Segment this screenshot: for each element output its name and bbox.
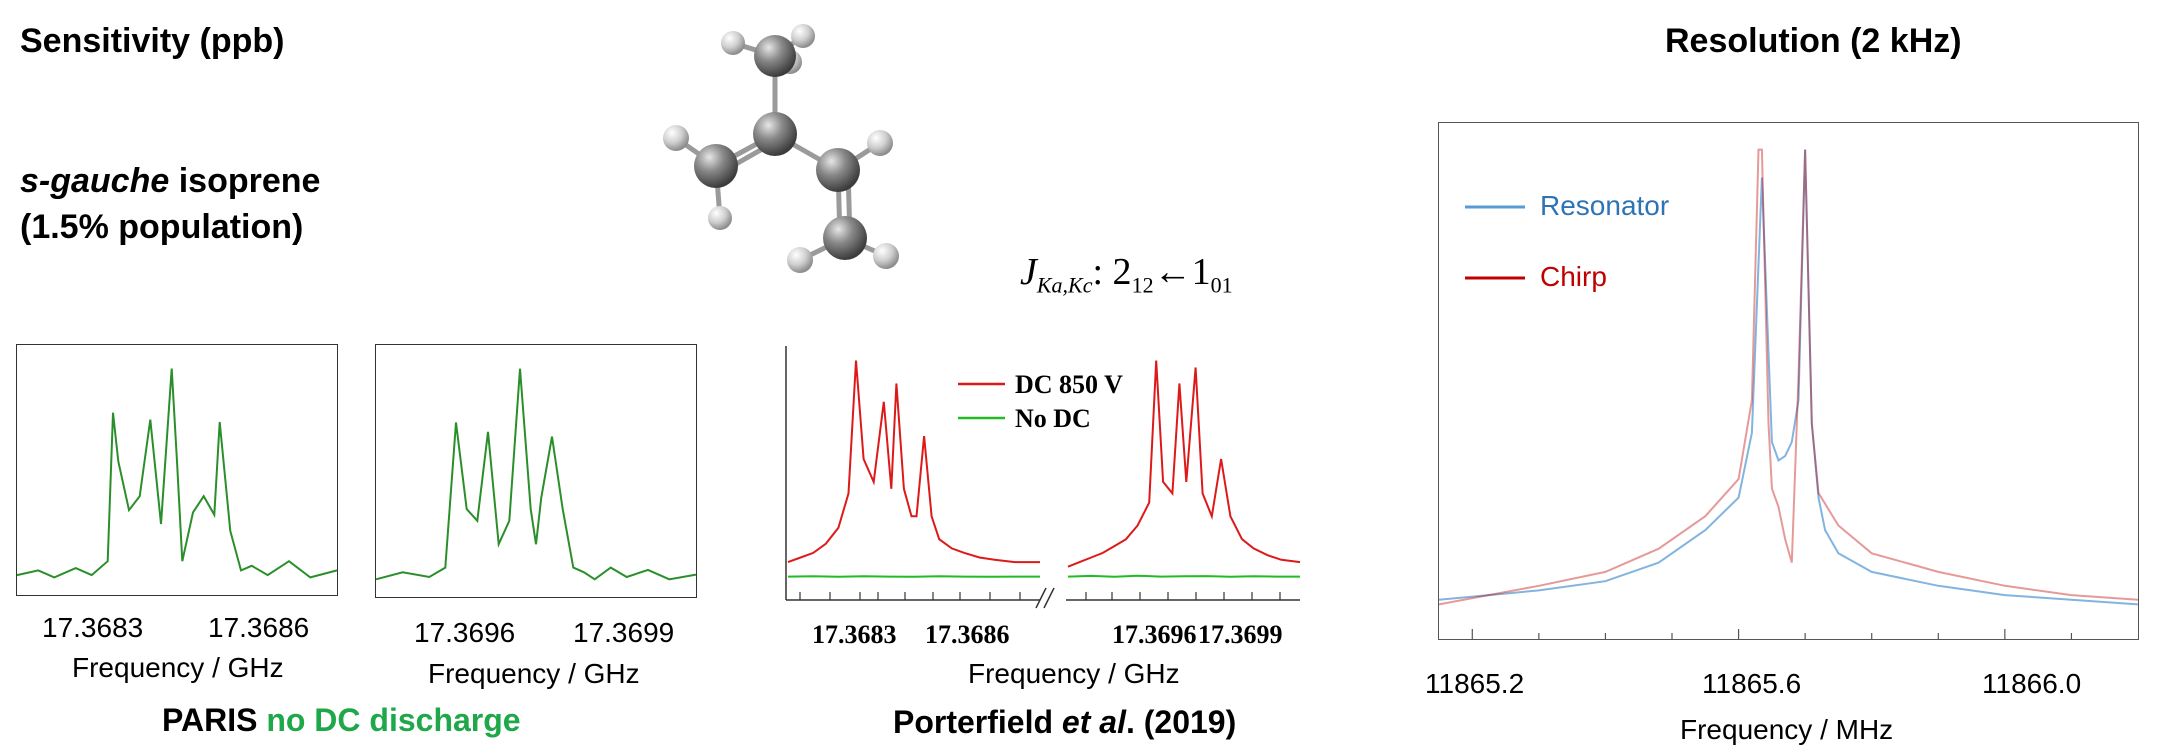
res-trace-resonator <box>1438 149 2139 606</box>
pf-tick-label-3: 17.3699 <box>1198 620 1283 649</box>
species-heading: s-gauche isoprene <box>20 162 320 201</box>
paris-caption-prefix: PARIS <box>162 702 267 738</box>
p2-tick-label-0: 17.3696 <box>414 617 516 648</box>
pf-legend-label-nodc: No DC <box>1015 404 1091 433</box>
pf-tick-label-2: 17.3696 <box>1112 620 1197 649</box>
transition-upper: : 2 <box>1092 251 1132 293</box>
res-trace-chirp <box>1438 148 2139 606</box>
transition-label: JKa,Kc: 212←101 <box>1020 250 1233 299</box>
res-tick-label-1: 11865.6 <box>1702 668 1802 699</box>
population-heading: (1.5% population) <box>20 208 304 246</box>
transition-lower: ←1 <box>1153 251 1211 293</box>
p1-x-axis-label: Frequency / GHz <box>72 652 284 683</box>
res-x-axis-label: Frequency / MHz <box>1680 714 1894 745</box>
species-rest: isoprene <box>169 162 321 200</box>
paris-caption-highlight: no DC discharge <box>266 702 521 738</box>
p2-x-axis-label: Frequency / GHz <box>428 658 640 689</box>
p2-tick-label-1: 17.3699 <box>573 617 675 648</box>
p1-tick-label-1: 17.3686 <box>208 612 310 643</box>
pf-legend-label-dc: DC 850 V <box>1015 370 1123 399</box>
porterfield-caption-suffix: . (2019) <box>1125 704 1237 740</box>
porterfield-caption-prefix: Porterfield <box>893 704 1062 740</box>
legend-label-resonator: Resonator <box>1540 190 1670 221</box>
pf-axis-break-mark <box>1043 587 1055 609</box>
pf-tick-label-0: 17.3683 <box>812 620 897 649</box>
paris-spectrum-2 <box>375 368 697 581</box>
pf-trace-dc <box>787 360 1040 564</box>
pf-trace-dc <box>1067 360 1301 568</box>
resolution-heading: Resolution (2 kHz) <box>1665 22 1962 60</box>
porterfield-caption: Porterfield et al. (2019) <box>893 704 1236 741</box>
res-tick-label-2: 11866.0 <box>1982 668 2082 699</box>
pf-tick-label-1: 17.3686 <box>925 620 1010 649</box>
transition-lower-sub: 01 <box>1210 272 1233 298</box>
pf-x-axis-label: Frequency / GHz <box>968 658 1180 689</box>
paris-2-trace <box>375 368 697 581</box>
transition-sub-ka-kc: Ka,Kc <box>1036 272 1093 298</box>
paris-panel-2 <box>375 344 697 598</box>
resolution-panel <box>1438 122 2139 640</box>
paris-spectrum-1 <box>16 368 338 579</box>
transition-j: J <box>1020 251 1037 293</box>
paris-panel-1 <box>16 344 338 596</box>
paris-1-trace <box>16 368 338 579</box>
pf-axis-break-mark <box>1035 587 1047 609</box>
legend-label-chirp: Chirp <box>1540 261 1607 292</box>
transition-upper-sub: 12 <box>1131 272 1154 298</box>
paris-caption: PARIS no DC discharge <box>162 702 521 739</box>
sensitivity-heading: Sensitivity (ppb) <box>20 22 285 60</box>
pf-trace-nodc <box>787 575 1040 578</box>
res-tick-label-0: 11865.2 <box>1425 668 1525 699</box>
p1-tick-label-0: 17.3683 <box>42 612 144 643</box>
porterfield-caption-italic: et al <box>1061 704 1126 740</box>
pf-trace-nodc <box>1067 574 1300 578</box>
resolution-spectrum <box>1438 148 2139 639</box>
species-italic: s-gauche <box>20 162 170 200</box>
